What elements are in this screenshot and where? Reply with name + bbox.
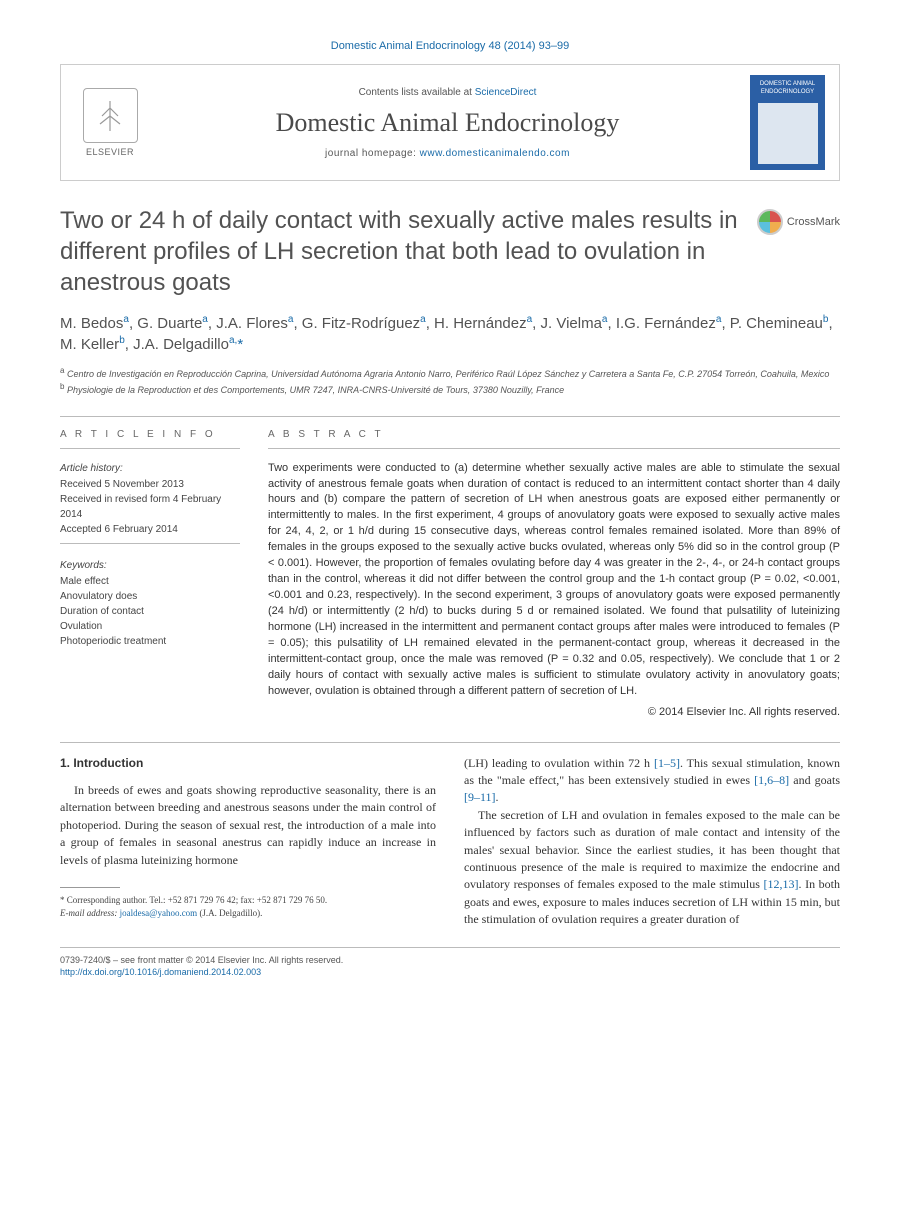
info-abstract-row: A R T I C L E I N F O Article history: R…	[60, 429, 840, 718]
keywords-block: Keywords: Male effect Anovulatory does D…	[60, 558, 240, 649]
ref-link[interactable]: [1,6–8]	[754, 773, 789, 787]
journal-cover-thumb: DOMESTIC ANIMAL ENDOCRINOLOGY	[750, 75, 825, 170]
elsevier-tree-icon	[83, 88, 138, 143]
crossmark-label: CrossMark	[787, 215, 840, 229]
affiliation-a: a Centro de Investigación en Reproducció…	[60, 365, 840, 382]
history-title: Article history:	[60, 461, 240, 476]
info-divider-2	[60, 543, 240, 544]
email-link[interactable]: joaldesa@yahoo.com	[120, 908, 198, 918]
body-paragraph: The secretion of LH and ovulation in fem…	[464, 807, 840, 929]
ref-link[interactable]: [9–11]	[464, 790, 496, 804]
contents-prefix: Contents lists available at	[359, 87, 475, 98]
title-text: Two or 24 h of daily contact with sexual…	[60, 207, 738, 296]
footnote-separator	[60, 887, 120, 888]
masthead-center: Contents lists available at ScienceDirec…	[145, 87, 750, 159]
keyword: Ovulation	[60, 619, 240, 634]
elsevier-logo: ELSEVIER	[75, 88, 145, 157]
abstract: A B S T R A C T Two experiments were con…	[268, 429, 840, 718]
affiliation-b: b Physiologie de la Reproduction et des …	[60, 381, 840, 398]
ref-link[interactable]: [12,13]	[764, 877, 799, 891]
article-title: Two or 24 h of daily contact with sexual…	[60, 205, 840, 299]
cover-thumb-title: DOMESTIC ANIMAL ENDOCRINOLOGY	[754, 81, 821, 97]
running-header: Domestic Animal Endocrinology 48 (2014) …	[60, 40, 840, 52]
homepage-prefix: journal homepage:	[325, 148, 420, 159]
corresponding-author-footnote: * Corresponding author. Tel.: +52 871 72…	[60, 894, 436, 919]
body-divider	[60, 742, 840, 743]
history-block: Article history: Received 5 November 201…	[60, 461, 240, 537]
cover-thumb-image	[758, 103, 818, 164]
body-columns: 1. Introduction In breeds of ewes and go…	[60, 755, 840, 929]
journal-name: Domestic Animal Endocrinology	[145, 108, 750, 138]
page: Domestic Animal Endocrinology 48 (2014) …	[0, 0, 900, 1019]
article-info: A R T I C L E I N F O Article history: R…	[60, 429, 240, 718]
doi-link[interactable]: http://dx.doi.org/10.1016/j.domaniend.20…	[60, 966, 840, 979]
keyword: Anovulatory does	[60, 589, 240, 604]
contents-line: Contents lists available at ScienceDirec…	[145, 87, 750, 98]
abstract-label: A B S T R A C T	[268, 429, 840, 440]
abstract-divider	[268, 448, 840, 449]
masthead: ELSEVIER Contents lists available at Sci…	[60, 64, 840, 181]
copyright: © 2014 Elsevier Inc. All rights reserved…	[268, 706, 840, 718]
sciencedirect-link[interactable]: ScienceDirect	[475, 87, 537, 98]
keyword: Male effect	[60, 574, 240, 589]
intro-heading: 1. Introduction	[60, 755, 436, 772]
keywords-title: Keywords:	[60, 558, 240, 573]
history-item: Received in revised form 4 February 2014	[60, 492, 240, 522]
keyword: Duration of contact	[60, 604, 240, 619]
column-left: 1. Introduction In breeds of ewes and go…	[60, 755, 436, 929]
crossmark-icon	[757, 209, 783, 235]
ref-link[interactable]: [1–5]	[654, 756, 680, 770]
abstract-text: Two experiments were conducted to (a) de…	[268, 461, 840, 700]
column-right: (LH) leading to ovulation within 72 h [1…	[464, 755, 840, 929]
history-item: Received 5 November 2013	[60, 477, 240, 492]
history-item: Accepted 6 February 2014	[60, 522, 240, 537]
footer: 0739-7240/$ – see front matter © 2014 El…	[60, 947, 840, 979]
homepage-link[interactable]: www.domesticanimalendo.com	[420, 148, 570, 159]
corr-author-line: * Corresponding author. Tel.: +52 871 72…	[60, 894, 436, 907]
elsevier-text: ELSEVIER	[86, 147, 134, 157]
email-line: E-mail address: joaldesa@yahoo.com (J.A.…	[60, 907, 436, 920]
keyword: Photoperiodic treatment	[60, 634, 240, 649]
divider	[60, 416, 840, 417]
info-divider	[60, 448, 240, 449]
footer-copyright: 0739-7240/$ – see front matter © 2014 El…	[60, 954, 840, 967]
crossmark-badge[interactable]: CrossMark	[757, 209, 840, 235]
homepage-line: journal homepage: www.domesticanimalendo…	[145, 148, 750, 159]
author-list: M. Bedosa, G. Duartea, J.A. Floresa, G. …	[60, 313, 840, 355]
affiliations: a Centro de Investigación en Reproducció…	[60, 365, 840, 398]
article-info-label: A R T I C L E I N F O	[60, 429, 240, 440]
body-paragraph: (LH) leading to ovulation within 72 h [1…	[464, 755, 840, 807]
body-paragraph: In breeds of ewes and goats showing repr…	[60, 782, 436, 869]
